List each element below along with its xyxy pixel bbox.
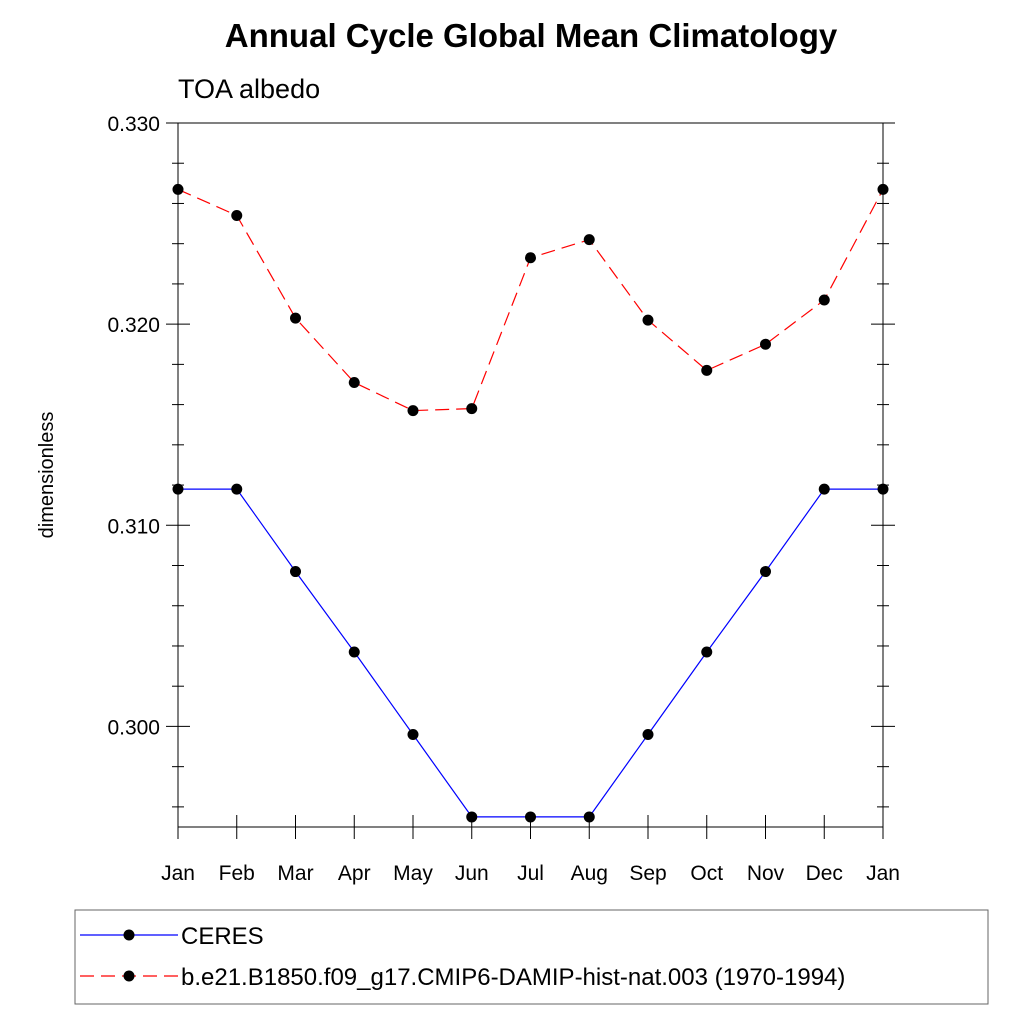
y-tick-label: 0.310 xyxy=(107,515,160,538)
series-line xyxy=(177,188,884,412)
legend-marker xyxy=(123,929,135,941)
y-tick-label: 0.330 xyxy=(107,113,160,136)
data-point xyxy=(818,483,830,495)
data-point xyxy=(701,364,713,376)
data-point xyxy=(348,376,360,388)
x-tick-label: Mar xyxy=(277,862,313,885)
data-point xyxy=(348,646,360,658)
y-tick-labels: 0.300 0.310 0.320 0.330 xyxy=(107,113,160,739)
series-line xyxy=(178,488,883,818)
data-point xyxy=(231,483,243,495)
data-point xyxy=(642,728,654,740)
plot-frame xyxy=(177,122,884,828)
x-tick-label: Jan xyxy=(161,862,195,885)
data-point xyxy=(290,566,301,578)
data-point xyxy=(642,314,654,326)
x-tick-label: Jan xyxy=(866,862,900,885)
data-point xyxy=(172,483,184,495)
x-tick-label: Feb xyxy=(219,862,255,885)
x-tick-labels: Jan Feb Mar Apr May Jun Jul Aug Sep Oct Nov Dec Jan xyxy=(161,862,900,885)
x-tick-label: Aug xyxy=(571,862,608,885)
chart-subtitle: TOA albedo xyxy=(178,74,320,104)
x-tick-label: Dec xyxy=(806,862,843,885)
chart-title: Annual Cycle Global Mean Climatology xyxy=(225,17,838,54)
data-point xyxy=(466,403,478,415)
x-tick-label: Nov xyxy=(747,862,785,885)
data-point xyxy=(877,483,889,495)
x-tick-label: Apr xyxy=(338,862,371,885)
series-layer xyxy=(172,183,889,823)
data-point xyxy=(525,811,536,823)
data-point xyxy=(583,811,595,823)
series-2 xyxy=(172,183,889,417)
data-point xyxy=(231,210,243,222)
data-point xyxy=(407,405,419,417)
legend-box xyxy=(74,909,989,1005)
y-tick-label: 0.320 xyxy=(107,314,160,337)
data-point xyxy=(877,183,889,195)
data-point xyxy=(760,566,771,578)
x-tick-label: Sep xyxy=(629,862,666,885)
data-point xyxy=(407,728,419,740)
legend: CERES b.e21.B1850.f09_g17.CMIP6-DAMIP-his… xyxy=(74,909,989,1005)
data-point xyxy=(701,646,713,658)
data-point xyxy=(172,183,184,195)
x-tick-label: Oct xyxy=(690,862,723,885)
data-point xyxy=(466,811,478,823)
axis-ticks xyxy=(166,122,895,839)
data-point xyxy=(818,294,830,306)
data-point xyxy=(290,312,301,324)
x-tick-label: Jul xyxy=(517,862,544,885)
x-tick-label: May xyxy=(393,862,433,885)
series-1 xyxy=(172,483,889,823)
legend-label: b.e21.B1850.f09_g17.CMIP6-DAMIP-hist-nat… xyxy=(181,964,845,991)
y-tick-label: 0.300 xyxy=(107,716,160,739)
legend-marker xyxy=(123,970,135,982)
x-tick-label: Jun xyxy=(455,862,489,885)
legend-label: CERES xyxy=(181,923,264,950)
y-axis-label: dimensionless xyxy=(36,412,58,539)
data-point xyxy=(760,338,771,350)
data-point xyxy=(583,234,595,246)
data-point xyxy=(525,252,536,264)
legend-entries: CERES b.e21.B1850.f09_g17.CMIP6-DAMIP-his… xyxy=(80,923,845,991)
